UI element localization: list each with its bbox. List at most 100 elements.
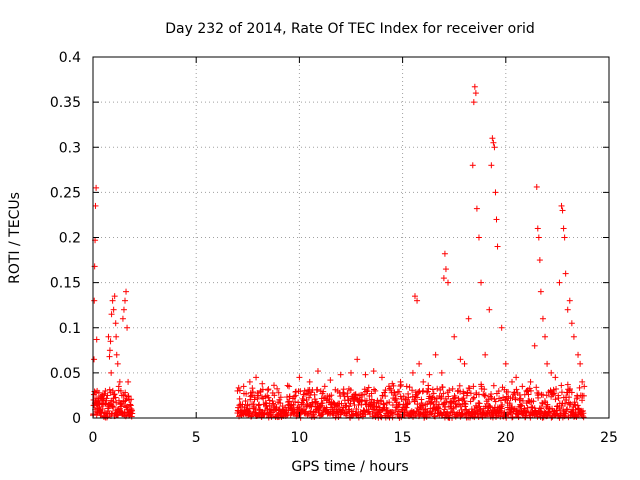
- data-point: [273, 404, 280, 411]
- data-point: [488, 162, 495, 169]
- data-point: [552, 374, 559, 381]
- data-point: [475, 234, 482, 241]
- data-point: [542, 333, 549, 340]
- data-point: [242, 398, 249, 405]
- data-point: [461, 360, 468, 367]
- data-point: [574, 394, 581, 401]
- y-tick-label: 0.1: [59, 321, 81, 337]
- data-point: [461, 411, 468, 418]
- data-point: [441, 250, 448, 257]
- data-point: [337, 371, 344, 378]
- data-point: [438, 369, 445, 376]
- data-point: [284, 382, 291, 389]
- data-point: [566, 385, 573, 392]
- data-point: [508, 378, 515, 385]
- data-point: [95, 396, 102, 403]
- data-point: [126, 396, 133, 403]
- data-point: [296, 374, 303, 381]
- data-point: [493, 216, 500, 223]
- data-point: [108, 311, 115, 318]
- y-tick-label: 0.4: [59, 50, 81, 66]
- data-point: [271, 392, 278, 399]
- data-point: [567, 400, 574, 407]
- data-point: [449, 385, 456, 392]
- data-point: [429, 408, 436, 415]
- data-point: [292, 398, 299, 405]
- data-point: [439, 384, 446, 391]
- data-point: [488, 391, 495, 398]
- data-point: [314, 386, 321, 393]
- data-point: [368, 390, 375, 397]
- data-point: [471, 394, 478, 401]
- data-point: [352, 391, 359, 398]
- data-point: [581, 383, 588, 390]
- data-point: [382, 393, 389, 400]
- data-point: [558, 403, 565, 410]
- data-point: [240, 383, 247, 390]
- data-point: [128, 405, 135, 412]
- data-point: [414, 394, 421, 401]
- data-point: [471, 83, 478, 90]
- data-point: [386, 399, 393, 406]
- data-point: [519, 410, 526, 417]
- data-point: [111, 391, 118, 398]
- data-point: [94, 387, 101, 394]
- data-point: [389, 380, 396, 387]
- data-point: [314, 368, 321, 375]
- data-point: [533, 384, 540, 391]
- data-point: [110, 306, 117, 313]
- plot-frame: [92, 56, 610, 419]
- y-tick-label: 0.3: [59, 140, 81, 156]
- data-point: [105, 333, 112, 340]
- data-point: [100, 396, 107, 403]
- data-point: [536, 257, 543, 264]
- data-point: [115, 383, 122, 390]
- data-point: [447, 403, 454, 410]
- y-tick-label: 0: [72, 411, 81, 427]
- data-point: [236, 395, 243, 402]
- data-point: [420, 387, 427, 394]
- data-point: [414, 297, 421, 304]
- data-point: [113, 333, 120, 340]
- data-point: [124, 324, 131, 331]
- data-point: [347, 400, 354, 407]
- data-point: [244, 401, 251, 408]
- x-tick-label: 20: [497, 430, 515, 446]
- data-point: [445, 393, 452, 400]
- data-point: [564, 406, 571, 413]
- data-point: [106, 353, 113, 360]
- data-point: [579, 378, 586, 385]
- data-point: [265, 394, 272, 401]
- data-point: [405, 394, 412, 401]
- data-point: [258, 394, 265, 401]
- data-point: [128, 413, 135, 420]
- data-point: [403, 383, 410, 390]
- data-point: [419, 402, 426, 409]
- data-point: [248, 392, 255, 399]
- data-point: [275, 389, 282, 396]
- data-point: [518, 402, 525, 409]
- data-point: [558, 382, 565, 389]
- data-point: [390, 410, 397, 417]
- data-point: [548, 369, 555, 376]
- data-point: [575, 351, 582, 358]
- data-point: [321, 383, 328, 390]
- data-point: [371, 386, 378, 393]
- y-tick-label: 0.35: [50, 95, 81, 111]
- data-point: [559, 207, 566, 214]
- data-point: [568, 320, 575, 327]
- data-point: [398, 414, 405, 421]
- data-point: [530, 398, 537, 405]
- tick-labels: 0 5 10 15 20 25 0 0.05 0.1 0.15 0.2 0.25 0.3 0.35 0.4: [50, 50, 618, 446]
- data-point: [535, 390, 542, 397]
- data-point: [514, 411, 521, 418]
- data-point: [486, 403, 493, 410]
- data-point: [348, 369, 354, 376]
- data-point: [440, 275, 447, 282]
- data-point: [512, 396, 519, 403]
- data-point: [432, 351, 439, 358]
- data-point: [123, 288, 130, 295]
- data-point: [509, 413, 516, 420]
- data-point: [472, 90, 479, 97]
- x-tick-label: 10: [290, 430, 308, 446]
